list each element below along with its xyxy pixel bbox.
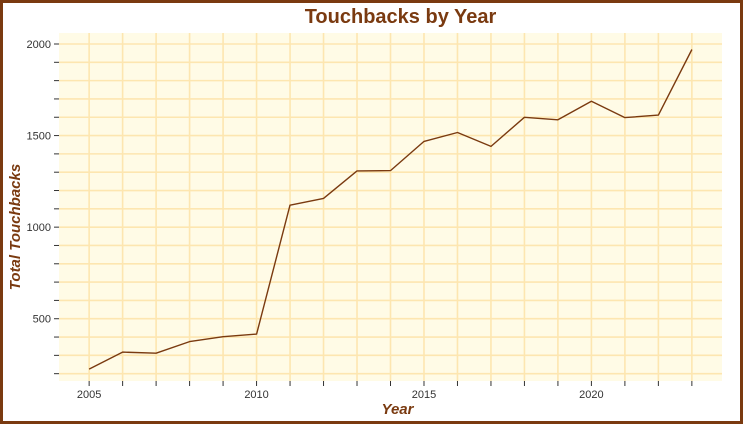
x-axis-label: Year	[382, 401, 415, 418]
y-tick-label: 2000	[27, 39, 51, 51]
y-tick-label: 1500	[27, 131, 51, 143]
chart-title: Touchbacks by Year	[305, 6, 497, 28]
series-line	[88, 49, 693, 370]
x-tick-label: 2005	[77, 389, 101, 401]
x-tick-label: 2010	[244, 389, 268, 401]
x-tick-label: 2020	[579, 389, 603, 401]
y-axis-label: Total Touchbacks	[7, 164, 24, 290]
y-tick-label: 1000	[27, 222, 51, 234]
axis-ticks: 2005 2010 2015 2020 500 1000 1500 2000	[27, 39, 693, 401]
x-tick-label: 2015	[412, 389, 436, 401]
y-tick-label: 500	[33, 314, 51, 326]
